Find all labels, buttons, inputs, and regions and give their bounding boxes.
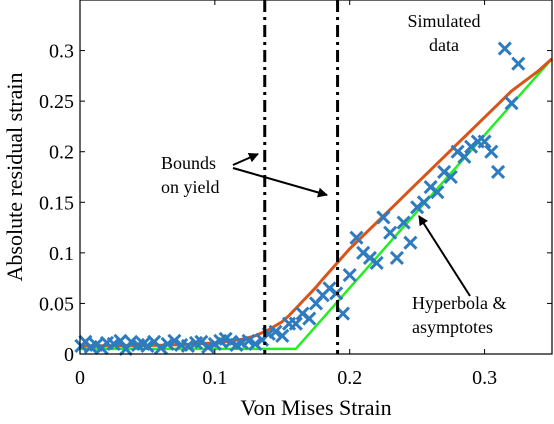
x-axis-label: Von Mises Strain [240, 395, 391, 419]
y-tick-label: 0.05 [39, 293, 74, 315]
bounds-on-yield-label: Bounds [161, 153, 216, 173]
simulated-data-label: data [429, 35, 459, 55]
scatter-point [302, 311, 317, 326]
y-tick-label: 0.3 [49, 41, 74, 63]
y-tick-label: 0 [64, 344, 74, 366]
scatter-point [376, 210, 391, 225]
x-tick-label: 0 [75, 367, 85, 389]
hyperbola-asymptotes-label: Hyperbola & [412, 293, 506, 313]
scatter-point [443, 169, 458, 185]
x-tick-label: 0.1 [202, 367, 227, 389]
scatter-point [268, 324, 283, 339]
scatter-point [511, 56, 526, 71]
scatter-point [484, 144, 499, 159]
annotation-layer: Simulated data Bounds on yield Hyperbola & as… [161, 11, 506, 337]
y-tick-label: 0.1 [49, 243, 74, 265]
scatter-point [369, 255, 384, 271]
scatter-point [140, 338, 155, 353]
scatter-point [167, 333, 182, 348]
plot-frame [79, 0, 553, 355]
scatter-point [342, 268, 357, 283]
scatter-point [403, 235, 418, 250]
y-axis-label: Absolute residual strain [2, 73, 27, 282]
scatter-point [275, 328, 290, 343]
bounds-arrow-right [232, 167, 328, 198]
x-tick-label: 0.2 [337, 367, 362, 389]
bounds-arrow-left [232, 153, 259, 166]
tick-layer: 0 0.1 0.2 0.3 0 0.05 0.1 0.15 0.2 0.25 0.3 [39, 0, 552, 389]
scatter-point [416, 195, 431, 210]
scatter-point [288, 316, 303, 331]
scatter-point [389, 250, 404, 265]
hyperbola-arrow [418, 215, 471, 297]
scatter-point [457, 149, 472, 164]
hyperbola-asymptotes-label: asymptotes [412, 317, 493, 337]
x-tick-label: 0.3 [472, 367, 497, 389]
scatter-point [497, 41, 512, 56]
y-tick-label: 0.15 [39, 192, 74, 214]
simulated-data-label: Simulated [408, 11, 481, 31]
bounds-on-yield-label: on yield [161, 177, 220, 197]
scatter-point [180, 338, 195, 353]
scatter-point [504, 96, 519, 111]
scatter-point [383, 225, 398, 240]
y-tick-label: 0.25 [39, 91, 74, 113]
scatter-point [477, 134, 492, 149]
scatter-point [248, 336, 263, 351]
scatter-point [396, 215, 411, 230]
scatter-point [490, 164, 506, 180]
scatter-point [153, 340, 168, 355]
plot-series-layer [74, 0, 554, 357]
scatter-point [430, 185, 445, 200]
scatter-point [349, 230, 364, 245]
y-tick-label: 0.2 [49, 142, 74, 164]
